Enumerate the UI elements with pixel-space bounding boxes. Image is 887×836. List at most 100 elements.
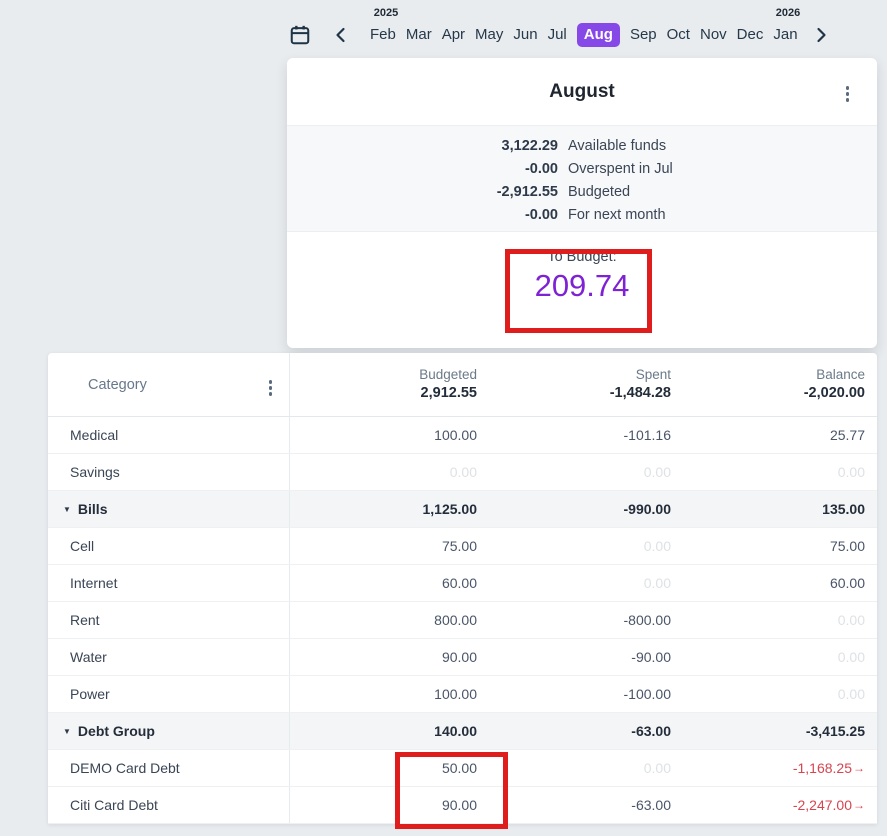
table-row-medical: Medical 100.00 -101.16 25.77: [48, 417, 877, 454]
balance-cell[interactable]: 25.77: [829, 427, 865, 443]
spent-cell[interactable]: -800.00: [623, 612, 671, 628]
group-name[interactable]: ▼ Debt Group: [48, 713, 290, 749]
table-row-bills-group: ▼ Bills 1,125.00 -990.00 135.00: [48, 491, 877, 528]
available-funds-label: Available funds: [568, 138, 667, 154]
balance-column-header: Balance: [816, 367, 865, 382]
table-row-water: Water 90.00 -90.00 0.00: [48, 639, 877, 676]
category-name[interactable]: Savings: [48, 454, 290, 490]
budgeted-cell[interactable]: 100.00: [434, 427, 477, 443]
month-aug-active[interactable]: Aug: [576, 23, 620, 47]
collapse-arrow-icon[interactable]: ▼: [63, 504, 71, 514]
budgeted-cell[interactable]: 90.00: [441, 649, 477, 665]
spent-cell: -990.00: [623, 501, 671, 517]
spent-cell[interactable]: -90.00: [631, 649, 671, 665]
category-name[interactable]: Citi Card Debt: [48, 787, 290, 823]
available-funds-amount: 3,122.29: [501, 138, 558, 154]
month-apr[interactable]: Apr: [441, 26, 466, 43]
table-row-demo-card-debt: DEMO Card Debt 50.00 0.00 -1,168.25 →: [48, 750, 877, 787]
budgeted-cell[interactable]: 100.00: [434, 686, 477, 702]
month-jun[interactable]: Jun: [513, 26, 538, 43]
chevron-right-icon[interactable]: [814, 25, 830, 45]
funds-summary: 3,122.29 Available funds -0.00 Overspent…: [287, 125, 877, 232]
balance-cell: -3,415.25: [805, 723, 865, 739]
spent-cell[interactable]: 0.00: [643, 464, 671, 480]
to-budget-section: To Budget: 209.74: [287, 232, 877, 347]
month-jan[interactable]: Jan: [773, 26, 798, 43]
month-may[interactable]: May: [475, 26, 504, 43]
spent-cell[interactable]: 0.00: [643, 538, 671, 554]
budgeted-label: Budgeted: [568, 184, 631, 200]
table-row-cell: Cell 75.00 0.00 75.00: [48, 528, 877, 565]
calendar-icon[interactable]: [288, 23, 312, 47]
spent-column-total: -1,484.28: [609, 385, 671, 401]
budgeted-amount: -2,912.55: [496, 184, 558, 200]
carryover-arrow-icon: →: [853, 761, 865, 775]
table-row-citi-card-debt: Citi Card Debt 90.00 -63.00 -2,247.00 →: [48, 787, 877, 824]
month-list: Feb Mar Apr May Jun Jul Aug Sep Oct Nov …: [370, 23, 798, 47]
carryover-arrow-icon: →: [853, 798, 865, 812]
balance-cell[interactable]: 60.00: [829, 575, 865, 591]
overspent-label: Overspent in Jul: [568, 161, 673, 177]
category-menu-kebab-icon[interactable]: [265, 376, 277, 400]
to-budget-amount[interactable]: 209.74: [534, 268, 630, 303]
budgeted-cell[interactable]: 90.00: [441, 797, 477, 813]
month-sep[interactable]: Sep: [629, 26, 657, 43]
category-name[interactable]: Power: [48, 676, 290, 712]
group-name[interactable]: ▼ Bills: [48, 491, 290, 527]
spent-cell: -63.00: [631, 723, 671, 739]
chevron-left-icon[interactable]: [332, 25, 348, 45]
budgeted-cell[interactable]: 0.00: [449, 464, 477, 480]
month-oct[interactable]: Oct: [666, 26, 690, 43]
balance-cell[interactable]: -1,168.25 →: [792, 760, 865, 776]
category-name[interactable]: Internet: [48, 565, 290, 601]
budgeted-column-header: Budgeted: [419, 367, 477, 382]
balance-cell[interactable]: -2,247.00 →: [792, 797, 865, 813]
balance-cell[interactable]: 75.00: [829, 538, 865, 554]
table-row-internet: Internet 60.00 0.00 60.00: [48, 565, 877, 602]
category-name[interactable]: Rent: [48, 602, 290, 638]
spent-cell[interactable]: 0.00: [643, 760, 671, 776]
balance-cell[interactable]: 0.00: [837, 649, 865, 665]
category-name[interactable]: Medical: [48, 417, 290, 453]
category-column-header: Category: [88, 376, 147, 393]
spent-cell[interactable]: 0.00: [643, 575, 671, 591]
category-name[interactable]: Cell: [48, 528, 290, 564]
overspent-amount: -0.00: [524, 161, 558, 177]
table-row-debt-group: ▼ Debt Group 140.00 -63.00 -3,415.25: [48, 713, 877, 750]
spent-cell[interactable]: -101.16: [623, 427, 671, 443]
to-budget-label: To Budget:: [547, 249, 617, 265]
budget-table: Category Budgeted 2,912.55 Spent -1,484.…: [48, 353, 877, 824]
table-row-power: Power 100.00 -100.00 0.00: [48, 676, 877, 713]
balance-cell[interactable]: 0.00: [837, 686, 865, 702]
table-row-rent: Rent 800.00 -800.00 0.00: [48, 602, 877, 639]
spent-column-header: Spent: [635, 367, 671, 382]
table-row-savings: Savings 0.00 0.00 0.00: [48, 454, 877, 491]
year-label-right: 2026: [775, 7, 801, 19]
balance-cell: 135.00: [822, 501, 865, 517]
month-summary-card: August 3,122.29 Available funds -0.00 Ov…: [287, 58, 877, 348]
year-label-left: 2025: [373, 7, 399, 19]
month-menu-kebab-icon[interactable]: [842, 82, 854, 106]
collapse-arrow-icon[interactable]: ▼: [63, 726, 71, 736]
balance-column-total: -2,020.00: [803, 385, 865, 401]
budgeted-cell: 140.00: [434, 723, 477, 739]
next-month-amount: -0.00: [524, 207, 558, 223]
budgeted-cell[interactable]: 60.00: [441, 575, 477, 591]
budgeted-column-total: 2,912.55: [420, 385, 477, 401]
balance-cell[interactable]: 0.00: [837, 612, 865, 628]
spent-cell[interactable]: -63.00: [631, 797, 671, 813]
budgeted-cell[interactable]: 800.00: [434, 612, 477, 628]
month-jul[interactable]: Jul: [547, 26, 567, 43]
budgeted-cell[interactable]: 50.00: [441, 760, 477, 776]
month-mar[interactable]: Mar: [405, 26, 432, 43]
month-title: August: [549, 80, 615, 102]
month-feb[interactable]: Feb: [370, 26, 396, 43]
month-dec[interactable]: Dec: [736, 26, 764, 43]
next-month-label: For next month: [568, 207, 666, 223]
month-nov[interactable]: Nov: [699, 26, 727, 43]
category-name[interactable]: DEMO Card Debt: [48, 750, 290, 786]
budgeted-cell[interactable]: 75.00: [441, 538, 477, 554]
spent-cell[interactable]: -100.00: [623, 686, 671, 702]
balance-cell[interactable]: 0.00: [837, 464, 865, 480]
category-name[interactable]: Water: [48, 639, 290, 675]
